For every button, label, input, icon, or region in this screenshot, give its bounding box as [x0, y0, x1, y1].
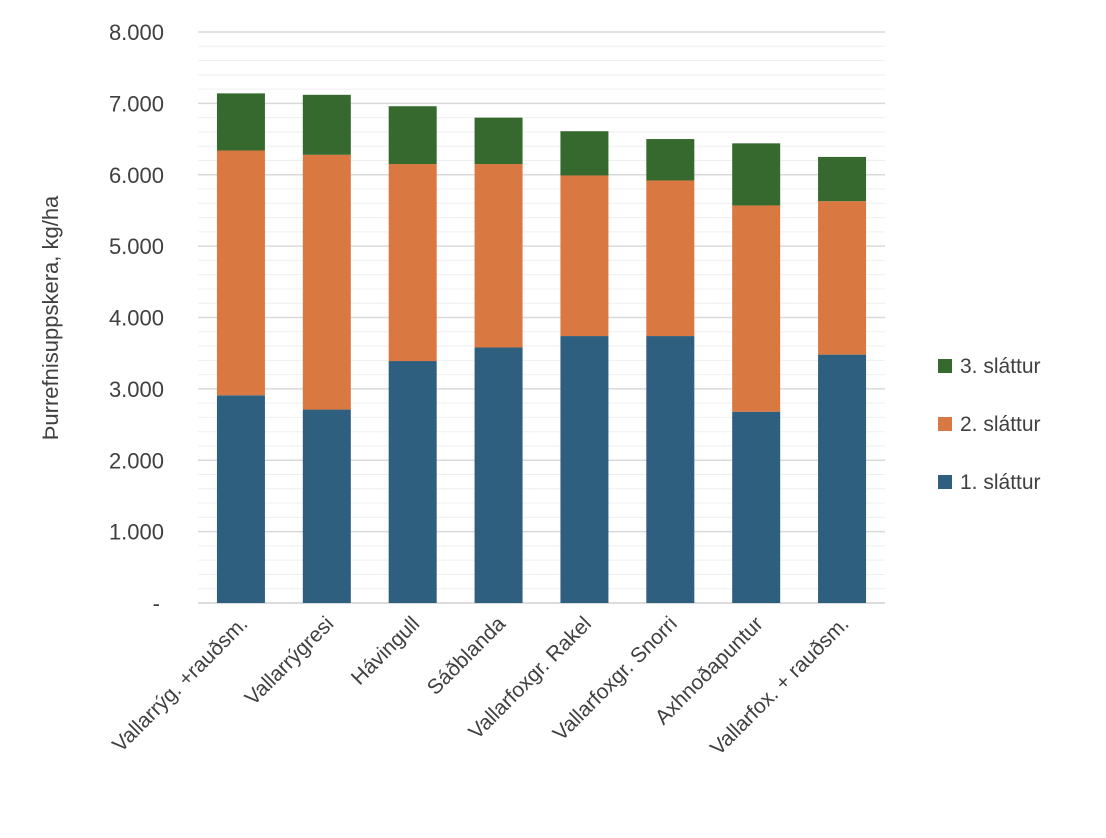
bar-segment-1-sl-ttur-7: [818, 354, 867, 603]
legend-swatch: [938, 417, 952, 431]
bar-segment-3-sl-ttur-6: [732, 143, 781, 206]
bar-segment-3-sl-ttur-1: [302, 94, 351, 155]
y-tick-label: 6.000: [109, 163, 164, 188]
x-tick-label: Vallarrýgresi: [241, 612, 339, 710]
bar-segment-3-sl-ttur-0: [216, 93, 265, 151]
y-tick-label: 3.000: [109, 377, 164, 402]
bar-segment-1-sl-ttur-4: [560, 336, 609, 603]
bar-segment-1-sl-ttur-5: [646, 336, 695, 603]
bar-segment-2-sl-ttur-0: [216, 150, 265, 396]
bar-segment-3-sl-ttur-4: [560, 131, 609, 176]
bar-segment-2-sl-ttur-7: [818, 201, 867, 355]
bars: [216, 93, 867, 603]
bar-segment-3-sl-ttur-7: [818, 156, 867, 202]
bar-segment-1-sl-ttur-6: [732, 411, 781, 603]
legend-swatch: [938, 475, 952, 489]
legend: 3. sláttur 2. sláttur 1. sláttur: [938, 355, 1041, 494]
bar-segment-2-sl-ttur-2: [388, 164, 437, 362]
legend-label: 1. sláttur: [960, 471, 1041, 494]
y-tick-label: 4.000: [109, 306, 164, 331]
bar-segment-1-sl-ttur-2: [388, 361, 437, 603]
x-tick-label: Sáðblanda: [423, 612, 511, 700]
bar-segment-2-sl-ttur-5: [646, 180, 695, 337]
bar-segment-1-sl-ttur-3: [474, 347, 523, 603]
bar-segment-2-sl-ttur-6: [732, 205, 781, 412]
y-tick-label: 7.000: [109, 91, 164, 116]
legend-label: 2. sláttur: [960, 413, 1041, 436]
x-tick-label: Vallarrýg. +rauðsm.: [108, 612, 252, 756]
bar-segment-2-sl-ttur-3: [474, 164, 523, 348]
y-axis-ticks: - 1.000 2.000 3.000 4.000 5.000 6.000 7.000 8.00…: [109, 20, 164, 616]
bar-segment-1-sl-ttur-0: [216, 395, 265, 603]
y-axis-label: Þurrefnisuppskera, kg/ha: [38, 195, 63, 440]
gridlines: [198, 31, 885, 604]
y-tick-label: 8.000: [109, 20, 164, 45]
legend-label: 3. sláttur: [960, 355, 1041, 378]
y-tick-label: 5.000: [109, 234, 164, 259]
y-tick-label: 1.000: [109, 520, 164, 545]
bar-segment-1-sl-ttur-1: [302, 409, 351, 603]
bar-segment-2-sl-ttur-1: [302, 154, 351, 410]
bar-segment-3-sl-ttur-2: [388, 106, 437, 165]
bar-segment-2-sl-ttur-4: [560, 175, 609, 337]
x-tick-label: Hávingull: [347, 612, 424, 689]
legend-swatch: [938, 359, 952, 373]
y-tick-label: -: [153, 591, 160, 616]
bar-segment-3-sl-ttur-3: [474, 117, 523, 165]
y-tick-label: 2.000: [109, 448, 164, 473]
bar-segment-3-sl-ttur-5: [646, 139, 695, 181]
x-axis-labels: Vallarrýg. +rauðsm.Vallarrýgresi Hávingul…: [108, 612, 853, 760]
